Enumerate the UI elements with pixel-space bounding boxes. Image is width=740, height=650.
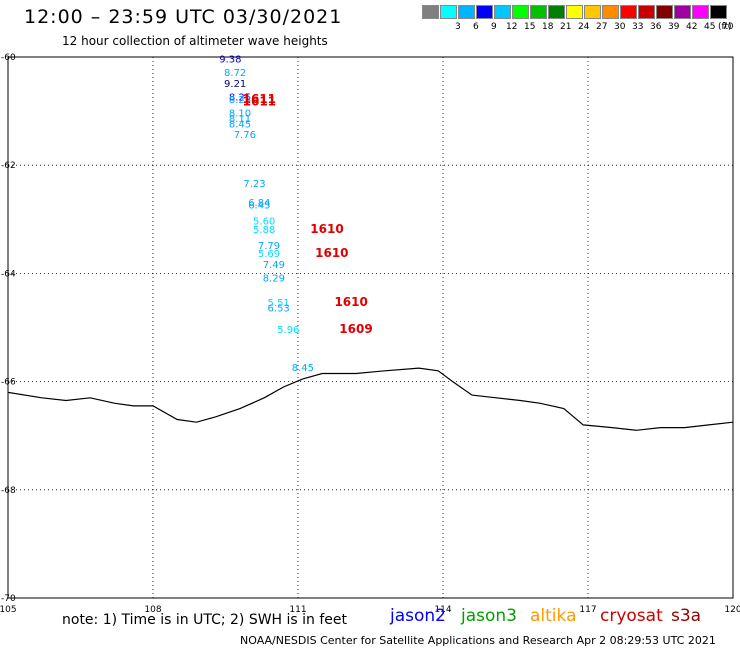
legend-swatch: [638, 5, 655, 19]
lon-tick-label: 111: [289, 605, 306, 615]
wave-height-value: 5.88: [253, 225, 275, 236]
wave-height-value: 5.96: [277, 325, 299, 336]
wave-height-value: 8.25: [229, 92, 251, 103]
lon-tick-label: 120: [724, 605, 740, 615]
legend-swatch: [692, 5, 709, 19]
wave-height-value: 6.45: [248, 200, 270, 211]
wave-height-value: 7.23: [243, 179, 265, 190]
legend-label: 21: [560, 22, 572, 32]
legend-label: 12: [506, 22, 518, 32]
lat-tick-label: -68: [1, 486, 16, 496]
legend-swatch: [476, 5, 493, 19]
wave-height-value: 8.28: [229, 95, 251, 106]
map-frame: [7, 56, 734, 599]
lon-tick-label: 108: [144, 605, 161, 615]
lat-tick-label: -70: [1, 594, 16, 604]
wave-height-value: 8.29: [263, 274, 285, 285]
satellite-s3a: s3a: [671, 606, 702, 626]
wave-height-value: 8.72: [224, 68, 246, 79]
legend-label: 36: [650, 22, 662, 32]
lon-tick-label: 105: [0, 605, 17, 615]
pass-time-label: 1609: [339, 322, 372, 336]
lat-tick-label: -60: [1, 53, 16, 63]
satellite-cryosat: cryosat: [600, 606, 663, 626]
legend-label: 39: [668, 22, 680, 32]
legend-label: 45: [704, 22, 716, 32]
wave-height-value: 8.45: [292, 363, 314, 374]
legend-unit: (ft): [718, 22, 732, 32]
wave-height-value: 9.21: [224, 79, 246, 90]
wave-height-value: 7.76: [234, 130, 256, 141]
legend-swatch: [602, 5, 619, 19]
legend-label: 42: [686, 22, 698, 32]
wave-height-value: 7.49: [263, 260, 285, 271]
legend-swatch: [422, 5, 439, 19]
wave-height-value: 5.60: [253, 217, 275, 228]
satellite-jason3: jason3: [461, 606, 517, 626]
legend-label: 3: [455, 22, 461, 32]
legend-label: 27: [596, 22, 608, 32]
credit-line: NOAA/NESDIS Center for Satellite Applica…: [240, 634, 716, 647]
legend-swatch: [710, 5, 727, 19]
wave-height-value: 6.84: [248, 198, 270, 209]
legend-label: 15: [524, 22, 536, 32]
legend-swatch: [548, 5, 565, 19]
map-subtitle: 12 hour collection of altimeter wave hei…: [62, 34, 328, 48]
wave-height-value: 7.79: [258, 241, 280, 252]
legend-swatch: [656, 5, 673, 19]
legend-label: 24: [578, 22, 590, 32]
legend-swatch: [530, 5, 547, 19]
legend-label: 18: [542, 22, 554, 32]
legend-swatch: [458, 5, 475, 19]
map-title: 12:00 – 23:59 UTC 03/30/2021: [24, 6, 343, 28]
pass-time-label: 1610: [315, 246, 348, 260]
legend-swatch: [584, 5, 601, 19]
legend-swatch: [674, 5, 691, 19]
lat-tick-label: -64: [1, 269, 16, 279]
lon-tick-label: 117: [579, 605, 596, 615]
wave-height-value: 8.45: [229, 119, 251, 130]
wave-height-value: 8.10: [229, 109, 251, 120]
legend-swatch: [512, 5, 529, 19]
wave-height-value: 5.51: [268, 298, 290, 309]
legend-swatch: [566, 5, 583, 19]
satellite-jason2: jason2: [390, 606, 446, 626]
lat-tick-label: -66: [1, 378, 16, 388]
legend-label: 33: [632, 22, 644, 32]
pass-time-label: 1611: [243, 92, 276, 106]
pass-time-label: 1611: [243, 95, 276, 109]
satellite-altika: altika: [530, 606, 577, 626]
wave-height-value: 9.38: [219, 54, 241, 65]
lat-tick-label: -62: [1, 161, 16, 171]
legend-label: 30: [614, 22, 626, 32]
legend-label: 9: [491, 22, 497, 32]
footnote: note: 1) Time is in UTC; 2) SWH is in fe…: [62, 612, 348, 628]
pass-time-label: 1610: [334, 295, 367, 309]
legend-swatch: [620, 5, 637, 19]
wave-height-value: 5.69: [258, 249, 280, 260]
legend-swatch: [494, 5, 511, 19]
legend-label: 70: [722, 22, 734, 32]
pass-time-label: 1610: [310, 222, 343, 236]
lon-tick-label: 114: [434, 605, 451, 615]
legend-swatch: [440, 5, 457, 19]
coastline: [7, 367, 734, 431]
wave-height-value: 8.11: [229, 114, 251, 125]
wave-height-value: 6.53: [268, 303, 290, 314]
legend-label: 6: [473, 22, 479, 32]
